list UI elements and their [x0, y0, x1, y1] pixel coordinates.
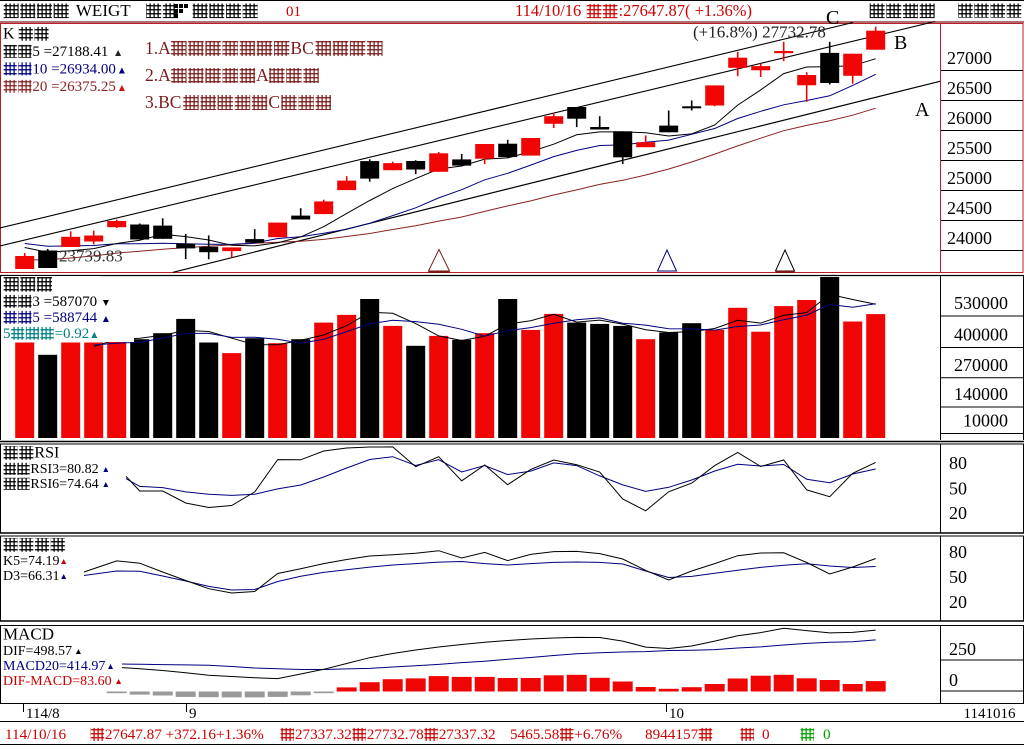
- svg-text:BC: BC: [290, 38, 313, 58]
- svg-text:20: 20: [949, 592, 967, 612]
- svg-text:RSI6=74.64: RSI6=74.64: [30, 477, 98, 492]
- svg-text:0: 0: [949, 670, 958, 690]
- svg-text:A: A: [256, 65, 269, 85]
- svg-text:20 =26375.25: 20 =26375.25: [32, 79, 115, 95]
- svg-text:1141016: 1141016: [964, 706, 1016, 722]
- svg-text:(+16.8%) 27732.78: (+16.8%) 27732.78: [693, 22, 826, 41]
- svg-text:50: 50: [949, 479, 967, 499]
- svg-text:24000: 24000: [947, 228, 992, 248]
- svg-text:MACD20=414.97: MACD20=414.97: [3, 659, 105, 674]
- svg-text:0: 0: [762, 726, 770, 743]
- svg-text:5 =27188.41: 5 =27188.41: [32, 44, 108, 60]
- svg-text:DIF-MACD=83.60: DIF-MACD=83.60: [3, 674, 112, 689]
- svg-text:530000: 530000: [954, 293, 1008, 313]
- svg-text:80: 80: [949, 542, 967, 562]
- svg-text:27337.32: 27337.32: [295, 726, 352, 743]
- svg-text:+6.76%: +6.76%: [574, 726, 622, 743]
- svg-text:RSI3=80.82: RSI3=80.82: [30, 462, 98, 477]
- svg-text:270000: 270000: [954, 355, 1008, 375]
- svg-text:27732.78: 27732.78: [367, 726, 424, 743]
- svg-text:2.A: 2.A: [145, 65, 171, 85]
- svg-text:26000: 26000: [947, 108, 992, 128]
- svg-text:=0.92: =0.92: [55, 326, 90, 342]
- svg-text:27000: 27000: [947, 48, 992, 68]
- svg-text:80: 80: [949, 453, 967, 473]
- svg-text:24500: 24500: [947, 198, 992, 218]
- svg-text:114/10/16: 114/10/16: [515, 1, 581, 20]
- svg-text:C: C: [826, 7, 839, 29]
- svg-text:23739.83: 23739.83: [59, 246, 123, 265]
- svg-text:5: 5: [3, 326, 11, 342]
- svg-text:3.BC: 3.BC: [145, 92, 181, 112]
- svg-text:114/8: 114/8: [26, 706, 60, 722]
- svg-text:50: 50: [949, 567, 967, 587]
- svg-text:10: 10: [669, 706, 684, 722]
- svg-text:K5=74.19: K5=74.19: [3, 554, 60, 569]
- svg-text:400000: 400000: [954, 325, 1008, 345]
- svg-text:26500: 26500: [947, 78, 992, 98]
- svg-text:WEIGT: WEIGT: [76, 1, 131, 20]
- svg-text:3 =587070: 3 =587070: [32, 294, 97, 310]
- svg-text:5465.58: 5465.58: [510, 726, 560, 743]
- svg-text:250: 250: [949, 639, 976, 659]
- svg-text:C: C: [268, 92, 280, 112]
- svg-text::27647.87( +1.36%): :27647.87( +1.36%): [619, 1, 753, 20]
- svg-text:B: B: [894, 32, 907, 54]
- svg-text:RSI: RSI: [34, 445, 59, 462]
- svg-text:114/10/16: 114/10/16: [5, 726, 66, 743]
- svg-text:25000: 25000: [947, 168, 992, 188]
- svg-text:0: 0: [823, 726, 831, 743]
- svg-text:8944157: 8944157: [645, 726, 699, 743]
- svg-text:140000: 140000: [954, 384, 1008, 404]
- svg-text:25500: 25500: [947, 138, 992, 158]
- svg-text:9: 9: [189, 706, 197, 722]
- svg-text:K: K: [3, 26, 15, 43]
- svg-text:01: 01: [286, 4, 301, 20]
- svg-text:20: 20: [949, 503, 967, 523]
- svg-text:DIF=498.57: DIF=498.57: [3, 644, 72, 659]
- svg-text:1.A: 1.A: [145, 38, 171, 58]
- svg-text:5 =588744: 5 =588744: [32, 310, 97, 326]
- svg-text:10 =26934.00: 10 =26934.00: [32, 61, 115, 77]
- svg-text:27337.32: 27337.32: [439, 726, 496, 743]
- svg-text:10000: 10000: [963, 411, 1008, 431]
- svg-text:27647.87 +372.16+1.36%: 27647.87 +372.16+1.36%: [105, 726, 264, 743]
- svg-text:MACD: MACD: [3, 624, 54, 643]
- svg-text:A: A: [915, 99, 930, 121]
- svg-text:D3=66.31: D3=66.31: [3, 569, 60, 584]
